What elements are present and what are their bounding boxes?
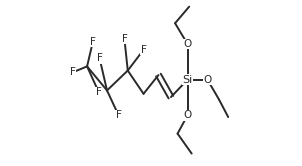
Text: O: O	[183, 39, 192, 49]
Text: F: F	[141, 45, 146, 55]
Text: F: F	[97, 53, 102, 63]
Text: F: F	[96, 87, 102, 97]
Text: F: F	[121, 34, 127, 44]
Text: O: O	[203, 75, 212, 85]
Text: F: F	[116, 110, 122, 120]
Text: Si: Si	[182, 75, 193, 85]
Text: F: F	[90, 37, 96, 46]
Text: O: O	[183, 110, 192, 120]
Text: F: F	[70, 67, 76, 77]
